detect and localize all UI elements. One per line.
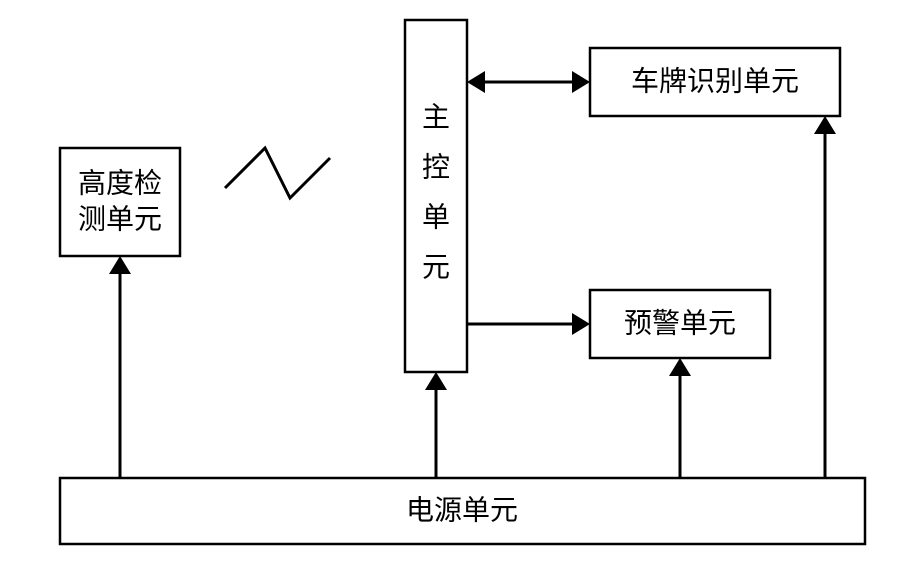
arrow-main-to-warn [467,313,590,335]
box-main-ctrl-char-2: 控 [422,151,450,183]
box-height-detect-label-1: 高度检 [78,167,162,199]
box-main-ctrl-char-4: 元 [422,252,450,283]
diagram-canvas: 高度检 测单元 主 控 单 元 车牌识别单元 预警单元 电源单元 [0,0,924,584]
box-warning-label: 预警单元 [624,307,736,339]
box-plate-rec-label: 车牌识别单元 [631,65,799,97]
zigzag-icon [225,148,330,198]
box-power-label: 电源单元 [406,494,518,526]
arrow-power-to-plate [814,116,836,478]
box-power: 电源单元 [60,478,865,544]
arrow-power-to-main [425,372,447,478]
arrow-main-plate-bidirectional [467,71,590,93]
box-height-detect: 高度检 测单元 [60,148,180,256]
arrow-power-to-warn [669,358,691,478]
arrow-power-to-height [109,256,131,478]
box-main-ctrl-char-3: 单 [422,201,450,233]
box-plate-rec: 车牌识别单元 [590,48,840,116]
box-main-ctrl-char-1: 主 [422,101,450,133]
box-height-detect-label-2: 测单元 [78,203,162,235]
box-warning: 预警单元 [590,290,770,358]
box-main-ctrl: 主 控 单 元 [405,20,467,372]
